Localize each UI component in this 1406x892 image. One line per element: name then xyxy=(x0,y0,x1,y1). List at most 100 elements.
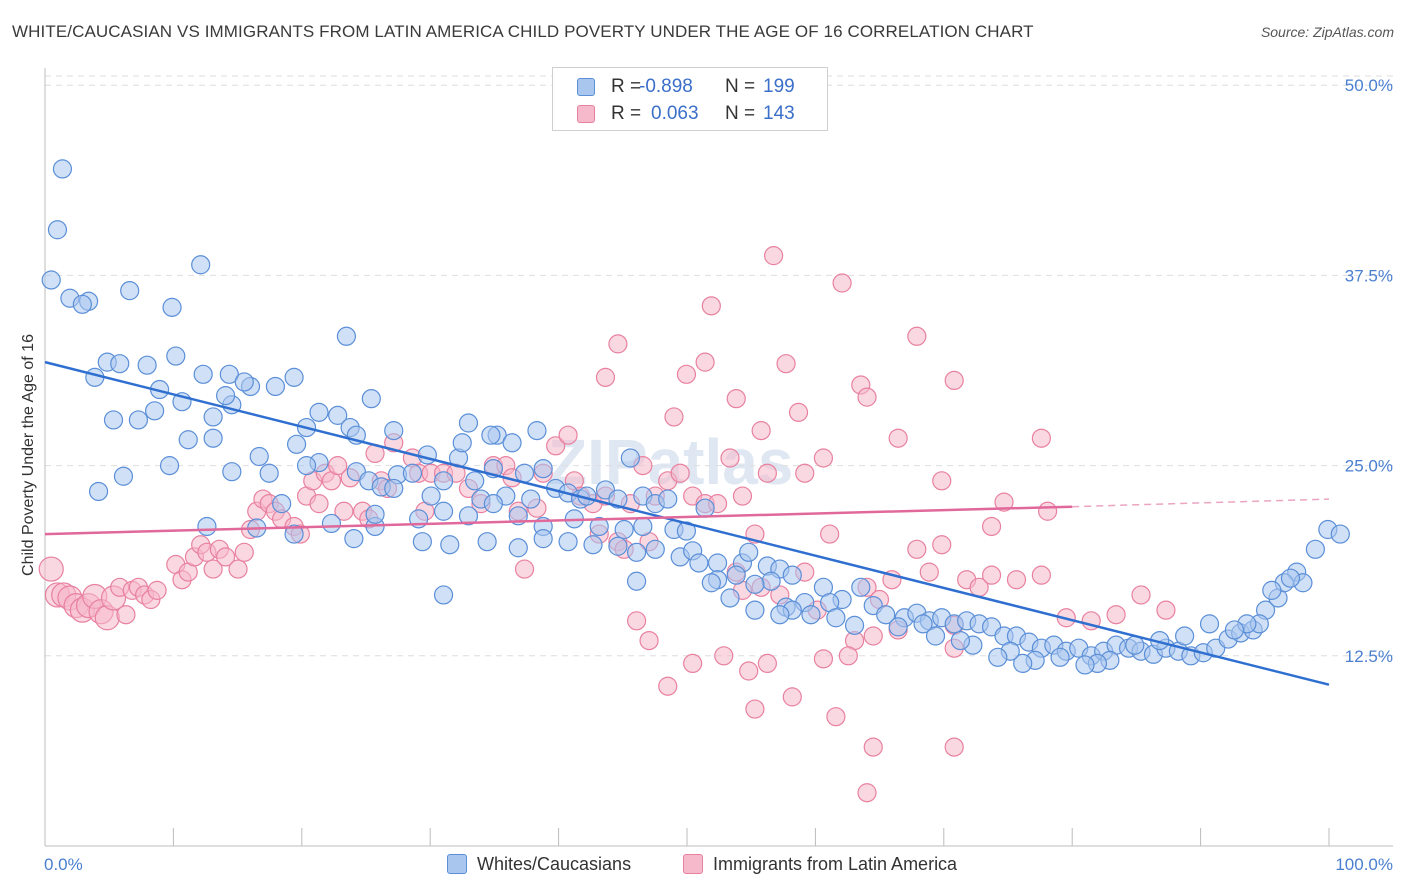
data-point xyxy=(944,370,964,390)
data-point xyxy=(932,471,952,491)
data-point xyxy=(296,456,317,476)
data-point xyxy=(116,605,136,625)
data-point xyxy=(732,486,753,506)
n-value: 143 xyxy=(763,103,795,124)
data-point xyxy=(745,600,765,620)
data-point xyxy=(1013,653,1033,674)
data-point xyxy=(683,653,703,674)
data-point xyxy=(1006,570,1027,590)
data-point xyxy=(228,559,248,579)
data-point xyxy=(851,577,871,597)
data-point xyxy=(714,646,734,666)
data-point xyxy=(981,565,1002,585)
n-value: 199 xyxy=(763,76,795,97)
data-point xyxy=(365,504,385,524)
data-point xyxy=(128,410,149,430)
data-point xyxy=(1280,568,1301,588)
data-point xyxy=(162,297,182,317)
data-point xyxy=(813,448,834,468)
y-tick-label: 50.0% xyxy=(1345,76,1393,95)
data-point xyxy=(203,407,223,427)
data-point xyxy=(689,553,709,573)
data-point xyxy=(608,334,628,354)
data-point xyxy=(627,571,647,591)
data-point xyxy=(458,413,479,433)
data-point xyxy=(103,410,124,430)
blue-swatch-icon xyxy=(447,854,467,874)
data-point xyxy=(857,387,877,407)
data-point xyxy=(761,571,781,591)
data-point xyxy=(658,676,678,696)
legend-row-whites: R = -0.898 N = 199 xyxy=(577,76,849,98)
data-point xyxy=(726,389,746,409)
source-credit: Source: ZipAtlas.com xyxy=(1260,24,1394,40)
data-point xyxy=(788,402,809,422)
data-point xyxy=(433,501,454,521)
correlation-legend: R = -0.898 N = 199 R = 0.063 N = 143 xyxy=(552,67,828,131)
data-point xyxy=(620,448,640,468)
data-point xyxy=(52,159,73,179)
chart-title: WHITE/CAUCASIAN VS IMMIGRANTS FROM LATIN… xyxy=(12,22,1034,41)
data-point xyxy=(757,463,777,483)
legend-row-latin-america: R = 0.063 N = 143 xyxy=(577,103,849,125)
data-point xyxy=(222,462,242,482)
data-point xyxy=(402,463,423,483)
data-point xyxy=(832,273,852,293)
y-tick-label: 12.5% xyxy=(1345,647,1393,666)
data-point xyxy=(417,445,437,465)
r-label: R = xyxy=(611,103,642,124)
data-point xyxy=(120,281,140,301)
data-point xyxy=(994,492,1014,512)
data-point xyxy=(203,428,223,448)
data-point xyxy=(145,401,165,421)
data-point xyxy=(1305,539,1325,559)
data-point xyxy=(328,456,348,476)
data-point xyxy=(344,529,364,549)
legend-item-latin-america: Immigrants from Latin America xyxy=(683,852,957,876)
legend-label-whites: Whites/Caucasians xyxy=(477,853,632,874)
data-point xyxy=(745,699,765,719)
data-point xyxy=(907,539,927,559)
data-point xyxy=(627,542,647,562)
data-point xyxy=(546,436,566,456)
data-point xyxy=(465,471,485,491)
data-point xyxy=(452,433,472,453)
y-tick-label: 25.0% xyxy=(1345,457,1393,476)
legend-label-latin-america: Immigrants from Latin America xyxy=(713,853,958,874)
r-value: 0.063 xyxy=(651,103,699,124)
y-tick-labels: 12.5% 25.0% 37.5% 50.0% xyxy=(1345,76,1393,666)
data-point xyxy=(483,494,503,514)
r-value: -0.898 xyxy=(639,76,693,97)
data-point xyxy=(527,421,547,441)
y-tick-label: 37.5% xyxy=(1345,266,1393,285)
x-tick-label-min: 0.0% xyxy=(44,855,83,874)
data-point xyxy=(664,407,684,427)
data-point xyxy=(645,539,665,559)
data-point xyxy=(695,352,715,372)
data-point xyxy=(739,661,759,681)
data-point xyxy=(191,255,211,275)
data-point xyxy=(137,355,157,375)
data-point xyxy=(820,524,840,544)
data-point xyxy=(284,524,304,544)
data-point xyxy=(334,501,354,521)
data-point xyxy=(193,364,213,384)
data-point xyxy=(440,535,460,555)
data-point xyxy=(458,506,479,526)
data-point xyxy=(433,471,454,491)
trend-lines xyxy=(44,360,1330,686)
data-point xyxy=(907,326,927,346)
whites-points xyxy=(41,159,1350,675)
data-point xyxy=(328,405,348,425)
data-point xyxy=(739,542,759,562)
data-point xyxy=(863,626,883,646)
data-point xyxy=(838,646,858,666)
trend-line-latin-america-extrapolated xyxy=(1072,498,1330,508)
data-point xyxy=(876,605,896,625)
data-point xyxy=(286,434,307,454)
data-point xyxy=(1125,635,1145,655)
data-point xyxy=(309,402,329,422)
data-point xyxy=(701,573,721,593)
trend-line-whites xyxy=(44,360,1330,686)
